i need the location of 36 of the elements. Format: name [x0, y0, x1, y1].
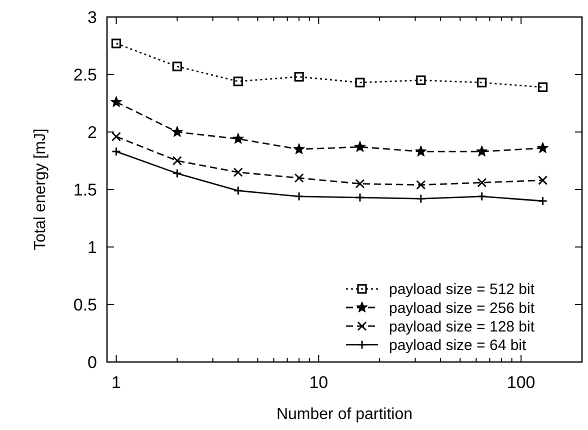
x-tick-label: 100	[506, 373, 536, 392]
point	[355, 179, 365, 188]
point	[172, 62, 182, 72]
point	[233, 76, 243, 86]
y-tick-label: 1	[88, 238, 97, 257]
x-tick-label: 1	[112, 373, 121, 392]
point	[110, 96, 122, 107]
legend-label: payload size = 256 bit	[389, 300, 536, 317]
point	[111, 38, 122, 48]
y-tick-label: 0	[88, 352, 97, 372]
point	[233, 168, 243, 177]
y-tick-label: 3	[88, 8, 97, 27]
point	[294, 72, 304, 82]
point	[538, 176, 548, 186]
legend-label: payload size = 128 bit	[389, 318, 536, 336]
legend-label: payload size = 512 bit	[389, 281, 536, 298]
x-tick-label: 10	[309, 373, 328, 392]
point	[477, 178, 487, 188]
point	[415, 146, 427, 156]
y-tick-label: 2	[88, 122, 97, 142]
point	[476, 146, 488, 156]
point	[172, 126, 183, 137]
legend-label: payload size = 64 bit	[389, 336, 528, 354]
y-tick-label: 0.5	[73, 295, 97, 314]
point	[537, 142, 548, 153]
point	[293, 143, 305, 154]
point	[355, 78, 365, 88]
point	[354, 141, 366, 152]
point	[232, 133, 244, 144]
point	[416, 75, 426, 86]
x-axis-title: Number of partition	[276, 406, 413, 423]
point	[477, 78, 487, 88]
y-axis-title: Total energy [mJ]	[32, 128, 49, 250]
y-tick-label: 2.5	[73, 65, 97, 84]
point	[538, 82, 548, 92]
y-tick-label: 1.5	[73, 180, 97, 200]
